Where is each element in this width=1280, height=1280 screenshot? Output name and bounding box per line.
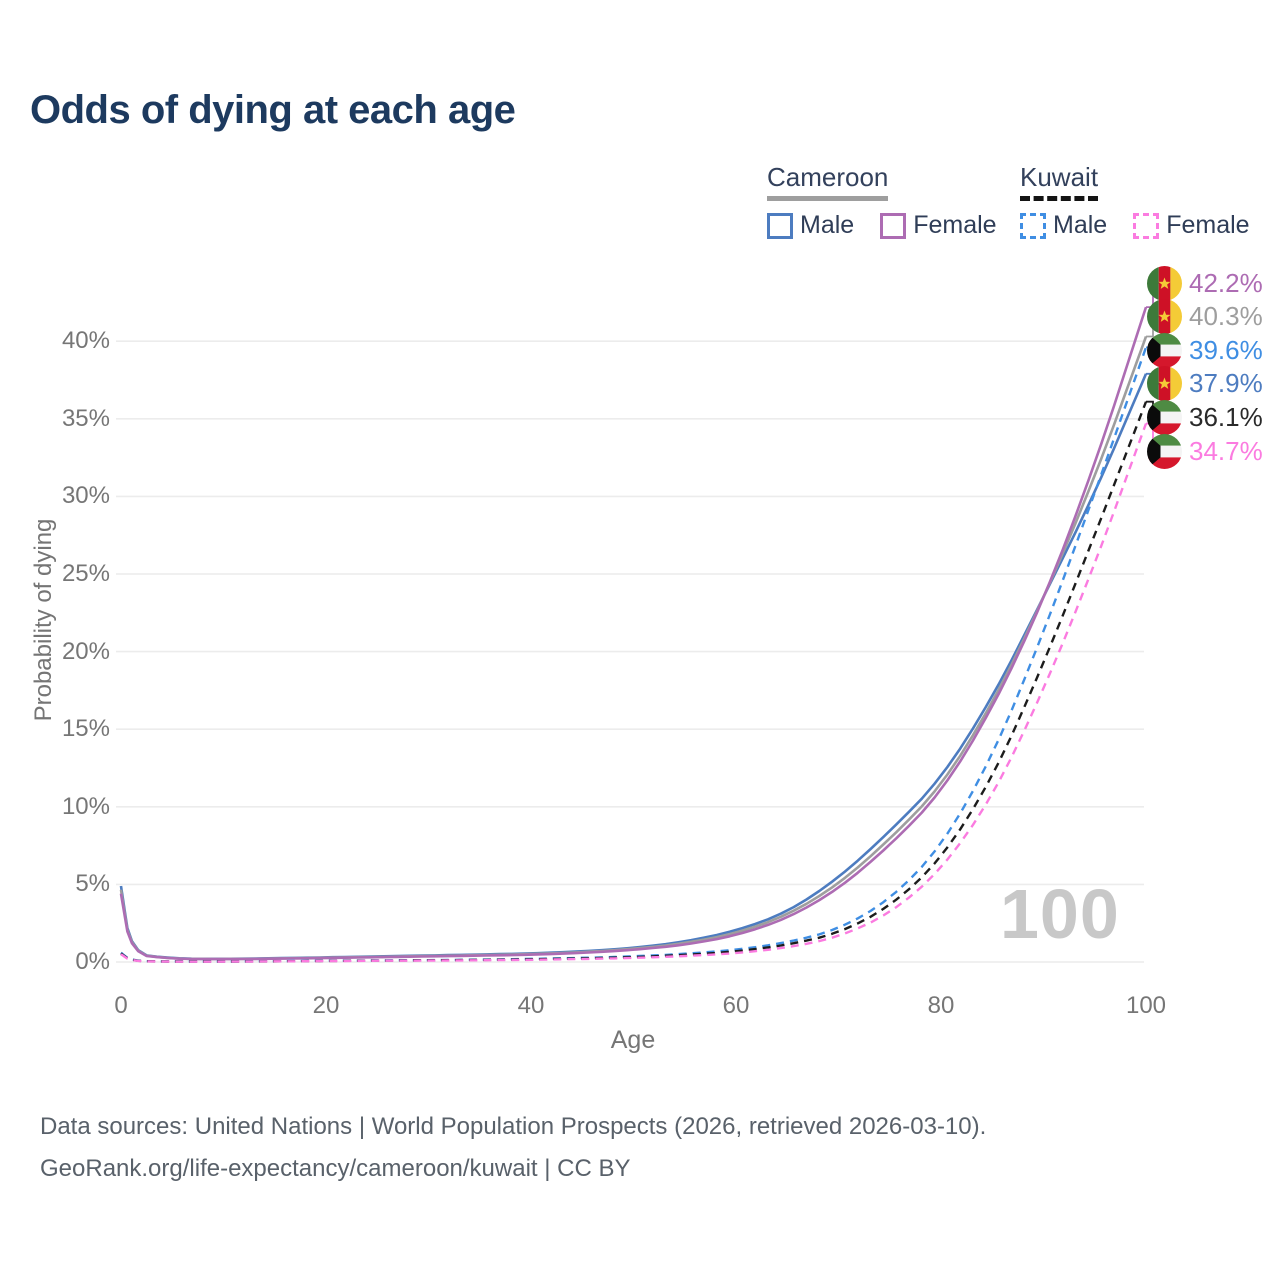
y-tick-label: 25% [61, 560, 110, 587]
legend-label: Male [1053, 211, 1108, 239]
legend-group-kuwait: Kuwait Male Female [1020, 162, 1250, 240]
end-label-value: 36.1% [1189, 401, 1263, 432]
end-label-cameroon_both: 40.3% [1147, 299, 1263, 335]
legend-item-kuwait-female[interactable]: Female [1133, 211, 1250, 240]
x-tick-label: 80 [927, 992, 955, 1019]
y-tick-label: 5% [75, 870, 110, 898]
cameroon-flag-icon [1147, 265, 1182, 301]
x-tick-label: 40 [517, 992, 545, 1019]
legend-header-cameroon[interactable]: Cameroon [767, 162, 889, 201]
legend-header-kuwait[interactable]: Kuwait [1020, 162, 1099, 201]
end-label-value: 39.6% [1189, 334, 1263, 365]
series-line-cameroon_both [119, 336, 1148, 961]
legend-item-kuwait-male[interactable]: Male [1020, 211, 1107, 240]
page-title: Odds of dying at each age [30, 88, 516, 132]
end-label-cameroon_female: 42.2% [1147, 265, 1263, 301]
series-line-kuwait_both [120, 401, 1148, 963]
end-label-value: 37.9% [1189, 368, 1263, 399]
y-tick-label: 15% [61, 715, 110, 743]
kuwait-flag-icon [1147, 433, 1182, 469]
kuwait-male-swatch-icon [1020, 212, 1046, 239]
legend-label: Female [1166, 211, 1250, 239]
footer-sources-line: Data sources: United Nations | World Pop… [40, 1113, 987, 1140]
series-line-kuwait_male [120, 347, 1148, 963]
x-tick-label: 60 [722, 992, 750, 1019]
x-tick-label: 20 [312, 992, 340, 1019]
series-line-cameroon_female [119, 306, 1148, 961]
kuwait-female-swatch-icon [1133, 212, 1160, 239]
x-tick-label: 100 [1125, 992, 1167, 1019]
end-label-kuwait_female: 34.7% [1147, 433, 1263, 469]
series-line-kuwait_female [120, 423, 1148, 963]
end-label-kuwait_both: 36.1% [1147, 399, 1263, 435]
cameroon-flag-icon [1147, 366, 1182, 402]
y-tick-label: 30% [61, 482, 110, 510]
footer-attribution-line: GeoRank.org/life-expectancy/cameroon/kuw… [40, 1155, 631, 1182]
y-tick-label: 10% [61, 792, 110, 820]
legend-item-cameroon-male[interactable]: Male [767, 211, 854, 240]
cameroon-male-swatch-icon [767, 212, 793, 239]
legend-group-cameroon: Cameroon Male Female [767, 162, 997, 240]
watermark-age-100: 100 [1000, 875, 1120, 953]
y-tick-label: 40% [61, 327, 110, 355]
y-tick-label: 20% [61, 637, 110, 665]
end-label-cameroon_male: 37.9% [1147, 366, 1263, 402]
end-label-value: 40.3% [1189, 301, 1263, 332]
x-tick-label: 0 [114, 992, 128, 1019]
legend-label: Female [913, 211, 997, 239]
end-label-value: 42.2% [1189, 267, 1263, 298]
y-tick-label: 0% [75, 948, 110, 975]
legend-item-cameroon-female[interactable]: Female [880, 211, 997, 240]
footer: Data sources: United Nations | World Pop… [40, 1106, 986, 1190]
legend-label: Male [800, 211, 855, 239]
series-line-cameroon_male [119, 373, 1148, 961]
y-tick-label: 35% [61, 404, 110, 432]
end-label-kuwait_male: 39.6% [1147, 332, 1263, 368]
x-axis-title: Age [610, 1026, 656, 1054]
kuwait-flag-icon [1147, 332, 1182, 368]
end-label-value: 34.7% [1189, 435, 1263, 466]
kuwait-flag-icon [1147, 399, 1182, 435]
cameroon-flag-icon [1147, 299, 1182, 335]
cameroon-female-swatch-icon [880, 212, 907, 239]
